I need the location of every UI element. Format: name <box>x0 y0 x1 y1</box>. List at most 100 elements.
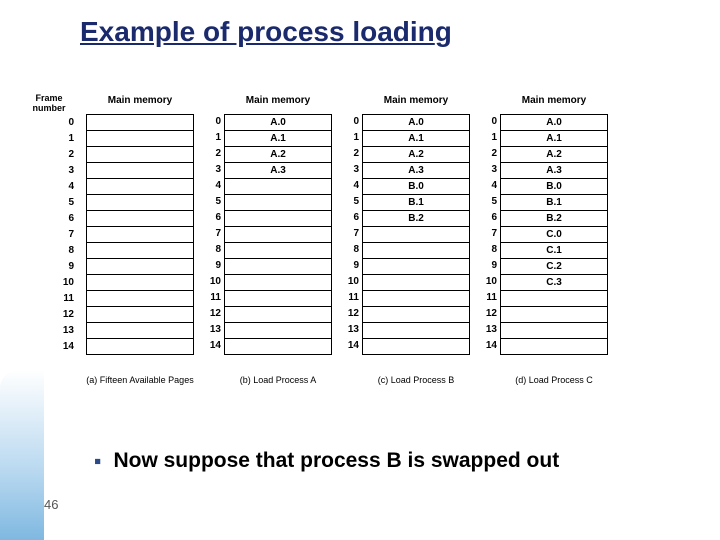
memory-cell <box>225 291 331 307</box>
frame-num: 14 <box>206 338 224 354</box>
page-number: 46 <box>44 497 58 512</box>
frame-num: 8 <box>344 242 362 258</box>
panel: 01234567891011121314Main memoryA.0A.1A.2… <box>344 90 470 385</box>
memory-cell: B.0 <box>363 179 469 195</box>
panel-header: Main memory <box>246 90 310 114</box>
frame-num: 12 <box>206 306 224 322</box>
frame-num: 5 <box>344 194 362 210</box>
memory-cell <box>225 179 331 195</box>
frame-num: 1 <box>206 130 224 146</box>
panel-caption: (b) Load Process A <box>240 375 317 385</box>
bullet-area: ▪ Now suppose that process B is swapped … <box>94 448 654 474</box>
panel-frame-nums: 01234567891011121314 <box>206 114 224 385</box>
frame-num: 12 <box>344 306 362 322</box>
memory-cell: B.1 <box>501 195 607 211</box>
frame-num: 10 <box>482 274 500 290</box>
frame-num: 13 <box>206 322 224 338</box>
frame-num: 7 <box>344 226 362 242</box>
memory-grid: A.0A.1A.2A.3 <box>224 114 332 355</box>
memory-cell: B.2 <box>363 211 469 227</box>
frame-num: 4 <box>344 178 362 194</box>
frame-num: 6 <box>206 210 224 226</box>
frame-num: 14 <box>482 338 500 354</box>
memory-cell <box>225 195 331 211</box>
memory-grid: A.0A.1A.2A.3B.0B.1B.2 <box>362 114 470 355</box>
memory-cell <box>363 275 469 291</box>
panel-frame-nums: 01234567891011121314 <box>344 114 362 385</box>
frame-num: 0 <box>344 114 362 130</box>
memory-cell <box>501 307 607 323</box>
memory-cell: C.1 <box>501 243 607 259</box>
memory-cell: C.0 <box>501 227 607 243</box>
memory-cell <box>363 243 469 259</box>
frame-num: 2 <box>20 147 78 163</box>
frame-num: 1 <box>482 130 500 146</box>
memory-cell <box>87 243 193 259</box>
memory-cell: A.1 <box>225 131 331 147</box>
memory-cell <box>87 259 193 275</box>
memory-cell <box>87 227 193 243</box>
memory-cell <box>363 291 469 307</box>
memory-cell <box>225 211 331 227</box>
panel-header: Main memory <box>384 90 448 114</box>
frame-num: 10 <box>206 274 224 290</box>
memory-cell <box>225 339 331 355</box>
frame-num: 5 <box>206 194 224 210</box>
frame-num: 13 <box>20 323 78 339</box>
frame-num: 11 <box>20 291 78 307</box>
frame-num: 5 <box>20 195 78 211</box>
panel-frame-nums: 01234567891011121314 <box>482 114 500 385</box>
panel-column: Main memoryA.0A.1A.2A.3B.0B.1B.2C.0C.1C.… <box>500 90 608 385</box>
frame-num: 5 <box>482 194 500 210</box>
frame-labels: Frame number 0 1 2 3 4 5 6 7 8 9 10 11 1… <box>20 90 78 355</box>
frame-num: 3 <box>206 162 224 178</box>
memory-cell <box>225 227 331 243</box>
frame-num: 3 <box>482 162 500 178</box>
panel: 01234567891011121314Main memoryA.0A.1A.2… <box>482 90 608 385</box>
memory-cell: A.2 <box>363 147 469 163</box>
memory-cell <box>87 275 193 291</box>
frame-title: Frame number <box>20 90 78 114</box>
frame-num: 1 <box>344 130 362 146</box>
memory-cell <box>363 323 469 339</box>
panel-column: Main memory(a) Fifteen Available Pages <box>86 90 194 385</box>
frame-num: 14 <box>20 339 78 355</box>
memory-cell: B.2 <box>501 211 607 227</box>
frame-num: 7 <box>206 226 224 242</box>
frame-num: 0 <box>206 114 224 130</box>
frame-num: 11 <box>344 290 362 306</box>
memory-cell <box>87 307 193 323</box>
frame-num: 0 <box>482 114 500 130</box>
frame-column-0: 0 1 2 3 4 5 6 7 8 9 10 11 12 13 14 <box>20 115 78 355</box>
memory-cell <box>225 243 331 259</box>
frame-num: 6 <box>344 210 362 226</box>
memory-cell: A.2 <box>501 147 607 163</box>
memory-cell: C.3 <box>501 275 607 291</box>
frame-nums-0: 0 1 2 3 4 5 6 7 8 9 10 11 12 13 14 <box>20 115 78 355</box>
memory-cell <box>363 339 469 355</box>
memory-cell <box>225 323 331 339</box>
frame-num: 9 <box>206 258 224 274</box>
frame-num: 8 <box>206 242 224 258</box>
frame-num: 14 <box>344 338 362 354</box>
memory-cell <box>363 227 469 243</box>
panel-header: Main memory <box>522 90 586 114</box>
memory-cell: A.1 <box>501 131 607 147</box>
memory-cell <box>87 339 193 355</box>
memory-cell: A.0 <box>501 115 607 131</box>
panel-caption: (d) Load Process C <box>515 375 593 385</box>
panel: Main memory(a) Fifteen Available Pages <box>86 90 194 385</box>
memory-grid <box>86 114 194 355</box>
memory-cell <box>87 291 193 307</box>
memory-cell: A.1 <box>363 131 469 147</box>
frame-num: 9 <box>20 259 78 275</box>
frame-num: 9 <box>344 258 362 274</box>
frame-num: 0 <box>20 115 78 131</box>
panel: 01234567891011121314Main memoryA.0A.1A.2… <box>206 90 332 385</box>
frame-num: 10 <box>20 275 78 291</box>
frame-num: 12 <box>482 306 500 322</box>
memory-cell <box>225 259 331 275</box>
frame-num: 4 <box>482 178 500 194</box>
memory-cell: A.3 <box>363 163 469 179</box>
memory-cell: B.0 <box>501 179 607 195</box>
